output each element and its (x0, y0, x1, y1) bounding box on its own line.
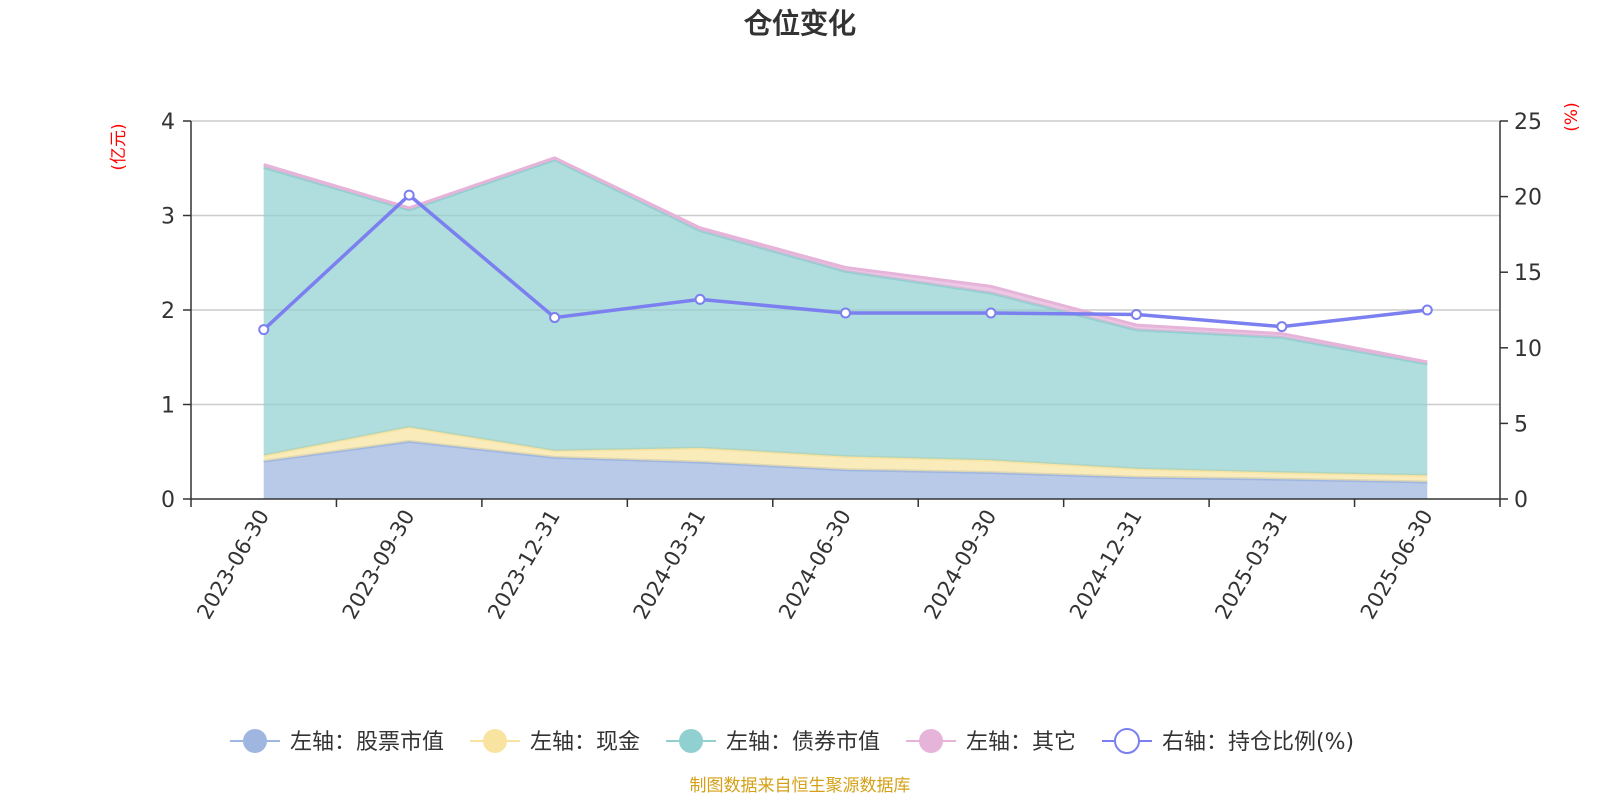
area-左轴：现金 (263, 427, 1428, 482)
x-tick-label: 2023-09-30 (338, 505, 420, 623)
right-tick-label: 10 (1514, 337, 1542, 362)
x-tick-label: 2025-06-30 (1356, 506, 1438, 624)
right-tick-label: 0 (1514, 488, 1528, 513)
right-axis-unit: (%) (1562, 102, 1582, 131)
legend-item: 左轴：股票市值 (230, 729, 444, 755)
legend-label: 左轴：债券市值 (726, 730, 880, 755)
ratio-point (403, 189, 415, 201)
ratio-point (1130, 309, 1142, 321)
ratio-point (1276, 321, 1288, 333)
legend-item: 左轴：其它 (906, 729, 1076, 755)
legend-marker (483, 729, 507, 753)
legend-marker (1114, 728, 1140, 754)
right-tick-label: 15 (1514, 261, 1542, 286)
legend-item: 右轴：持仓比例(%) (1102, 728, 1354, 755)
ratio-point (694, 293, 706, 305)
left-axis-unit: (亿元) (109, 123, 129, 170)
x-tick-label: 2024-06-30 (774, 506, 856, 624)
x-tick-label: 2023-12-31 (483, 506, 565, 624)
legend-marker (243, 729, 267, 753)
left-tick-label: 2 (161, 299, 175, 324)
ratio-point (549, 312, 561, 324)
legend-item: 左轴：现金 (470, 729, 640, 755)
x-tick-label: 2023-06-30 (192, 506, 274, 624)
holding-ratio-line (258, 189, 1433, 336)
ratio-point (1421, 304, 1433, 316)
right-tick-label: 25 (1514, 110, 1542, 135)
chart-title: 仓位变化 (744, 7, 856, 40)
x-tick-label: 2024-09-30 (919, 506, 1001, 624)
left-tick-label: 0 (161, 488, 175, 513)
right-tick-label: 5 (1514, 412, 1528, 437)
legend-label: 左轴：现金 (530, 730, 640, 755)
legend-label: 左轴：其它 (966, 730, 1076, 755)
source-note: 制图数据来自恒生聚源数据库 (690, 776, 911, 796)
x-tick-label: 2024-03-31 (629, 506, 711, 624)
x-tick-label: 2024-12-31 (1065, 506, 1147, 624)
left-tick-label: 3 (161, 205, 175, 230)
left-tick-label: 4 (161, 110, 175, 135)
right-tick-label: 20 (1514, 186, 1542, 211)
stacked-areas (263, 156, 1428, 499)
ratio-point (258, 324, 270, 336)
ratio-point (840, 307, 851, 319)
left-tick-label: 1 (161, 394, 175, 419)
legend-marker (919, 729, 943, 753)
legend-marker (679, 729, 703, 753)
ratio-point (985, 307, 997, 319)
legend: 左轴：股票市值 左轴：现金 左轴：债券市值 左轴：其它 右轴：持仓比例(%) (230, 728, 1354, 755)
legend-label: 右轴：持仓比例(%) (1162, 730, 1354, 755)
area-edge (263, 156, 1428, 364)
x-tick-label: 2025-03-31 (1210, 506, 1292, 624)
legend-item: 左轴：债券市值 (666, 729, 880, 755)
legend-label: 左轴：股票市值 (290, 730, 444, 755)
